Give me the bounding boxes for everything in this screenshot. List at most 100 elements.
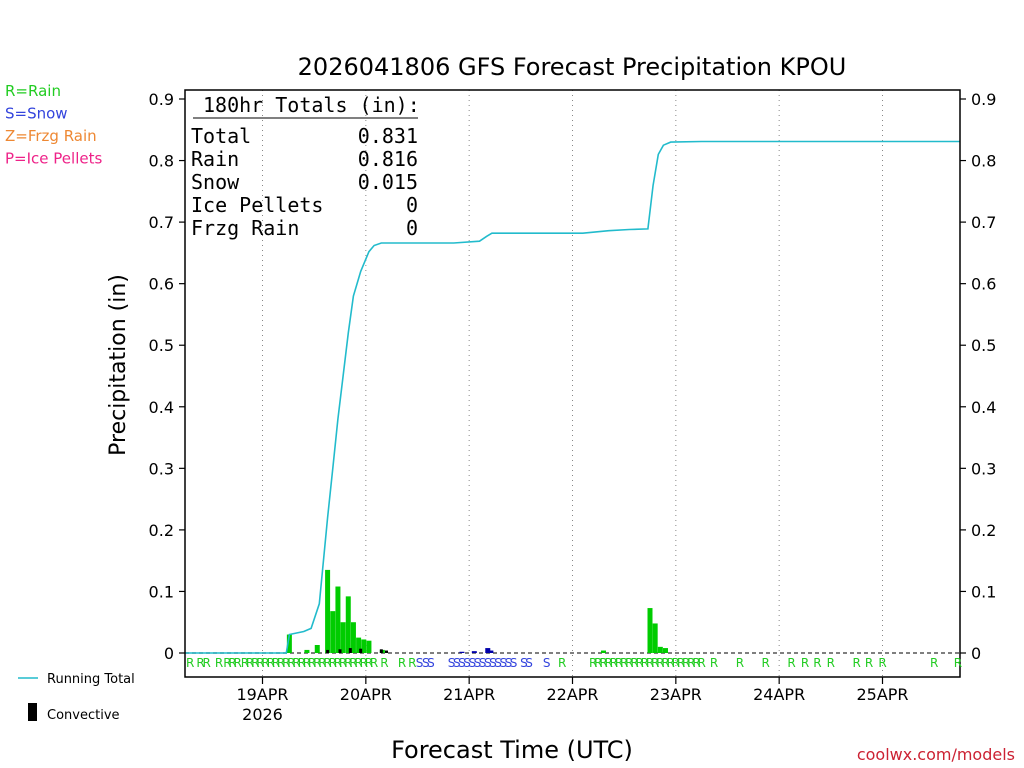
precip-type-marker: R <box>865 656 873 670</box>
legend-line-label: Running Total <box>47 672 135 687</box>
precip-type-marker: R <box>558 656 566 670</box>
precip-type-marker: R <box>282 656 290 670</box>
precip-bar-rain <box>647 608 653 653</box>
y-tick-label-right: 0.3 <box>971 459 996 478</box>
y-tick-label: 0.1 <box>149 582 174 601</box>
precip-type-marker: R <box>408 656 416 670</box>
precip-type-marker: S <box>453 656 461 670</box>
precip-type-marker: R <box>589 656 597 670</box>
precip-type-marker: R <box>196 656 204 670</box>
precip-type-marker: R <box>349 656 357 670</box>
legend-line-label: Convective <box>47 708 120 723</box>
convective-bar <box>338 649 342 653</box>
precip-type-marker: R <box>813 656 821 670</box>
chart-title: 2026041806 GFS Forecast Precipitation KP… <box>298 53 847 81</box>
precip-type-marker: R <box>272 656 280 670</box>
x-tick-label: 25APR <box>856 685 908 704</box>
precip-type-marker: S <box>525 656 533 670</box>
precip-type-marker: R <box>687 656 695 670</box>
precip-type-marker: R <box>682 656 690 670</box>
y-tick-label-right: 0.6 <box>971 275 996 294</box>
legend-type-label: Z=Frzg Rain <box>5 127 97 145</box>
y-tick-label-right: 0.5 <box>971 336 996 355</box>
precip-type-marker: R <box>344 656 352 670</box>
totals-row-label: Ice Pellets <box>191 193 323 217</box>
precip-type-marker: R <box>234 656 242 670</box>
y-tick-label-right: 0.7 <box>971 213 996 232</box>
precip-bar-rain <box>652 623 658 653</box>
precip-bar-rain <box>663 648 668 653</box>
precip-type-marker: R <box>380 656 388 670</box>
y-tick-label-right: 0 <box>971 644 981 663</box>
precip-type-marker: R <box>339 656 347 670</box>
y-tick-label-right: 0.2 <box>971 521 996 540</box>
precip-bar-rain <box>286 634 292 653</box>
y-tick-label: 0.8 <box>149 152 174 171</box>
precip-type-legend: R=Rain S=Snow Z=Frzg Rain P=Ice Pellets <box>5 82 102 168</box>
precip-type-marker: R <box>954 656 962 670</box>
running-total-line <box>185 140 960 654</box>
precip-type-marker: R <box>223 656 231 670</box>
x-tick-label: 22APR <box>546 685 598 704</box>
precip-type-marker: R <box>594 656 602 670</box>
totals-row-value: 0.831 <box>358 124 418 148</box>
totals-row-label: Snow <box>191 170 240 194</box>
precip-type-marker: R <box>672 656 680 670</box>
precip-type-marker: S <box>543 656 551 670</box>
precip-type-marker: R <box>604 656 612 670</box>
precip-type-marker: S <box>422 656 430 670</box>
y-tick-label-right: 0.1 <box>971 582 996 601</box>
precip-type-marker: R <box>661 656 669 670</box>
precip-type-marker: R <box>318 656 326 670</box>
totals-row-value: 0.816 <box>358 147 418 171</box>
convective-bar <box>385 650 388 653</box>
precip-type-marker: R <box>666 656 674 670</box>
precip-bar-rain <box>361 639 367 653</box>
precip-type-marker: R <box>186 656 194 670</box>
precip-type-marker: S <box>448 656 456 670</box>
precip-bar-rain <box>366 640 372 653</box>
precip-type-marker: R <box>630 656 638 670</box>
precip-type-marker: S <box>499 656 507 670</box>
precip-bar-rain <box>350 622 356 653</box>
precip-bar-rain <box>304 649 310 653</box>
y-tick-label: 0.5 <box>149 336 174 355</box>
precip-type-marker: R <box>599 656 607 670</box>
precip-type-marker: R <box>398 656 406 670</box>
precip-type-marker: S <box>458 656 466 670</box>
precip-type-marker: R <box>827 656 835 670</box>
precip-type-marker: R <box>292 656 300 670</box>
precip-type-marker: R <box>787 656 795 670</box>
convective-bar <box>379 649 383 653</box>
precip-bar-rain <box>340 622 346 653</box>
running-total-polyline <box>185 140 960 654</box>
y-tick-label: 0.4 <box>149 398 174 417</box>
precip-type-marker: R <box>930 656 938 670</box>
precip-type-marker: R <box>360 656 368 670</box>
totals-row-label: Frzg Rain <box>191 216 299 240</box>
precip-bar-snow <box>471 651 477 653</box>
precip-type-marker: S <box>494 656 502 670</box>
y-tick-label-right: 0.8 <box>971 152 996 171</box>
legend-type-label: R=Rain <box>5 82 61 100</box>
y-tick-label: 0.6 <box>149 275 174 294</box>
precip-type-marker: R <box>267 656 275 670</box>
precip-type-marker: R <box>801 656 809 670</box>
precip-type-marker: R <box>692 656 700 670</box>
precip-type-marker: S <box>505 656 513 670</box>
precip-bar-rain <box>601 650 606 653</box>
totals-heading: 180hr Totals (in): <box>203 93 420 117</box>
precip-bar-rain <box>325 569 331 653</box>
convective-swatch <box>28 703 37 721</box>
y-axis-left: 0 0.1 0.2 0.3 0.4 0.5 0.6 0.7 0.8 0.9 <box>149 90 185 663</box>
precip-type-marker: R <box>228 656 236 670</box>
precip-bar-snow <box>485 648 491 653</box>
totals-row-value: 0 <box>406 193 418 217</box>
precip-type-marker: R <box>651 656 659 670</box>
y-tick-label: 0.7 <box>149 213 174 232</box>
precip-bar-rain <box>335 586 341 653</box>
precip-type-marker: R <box>308 656 316 670</box>
